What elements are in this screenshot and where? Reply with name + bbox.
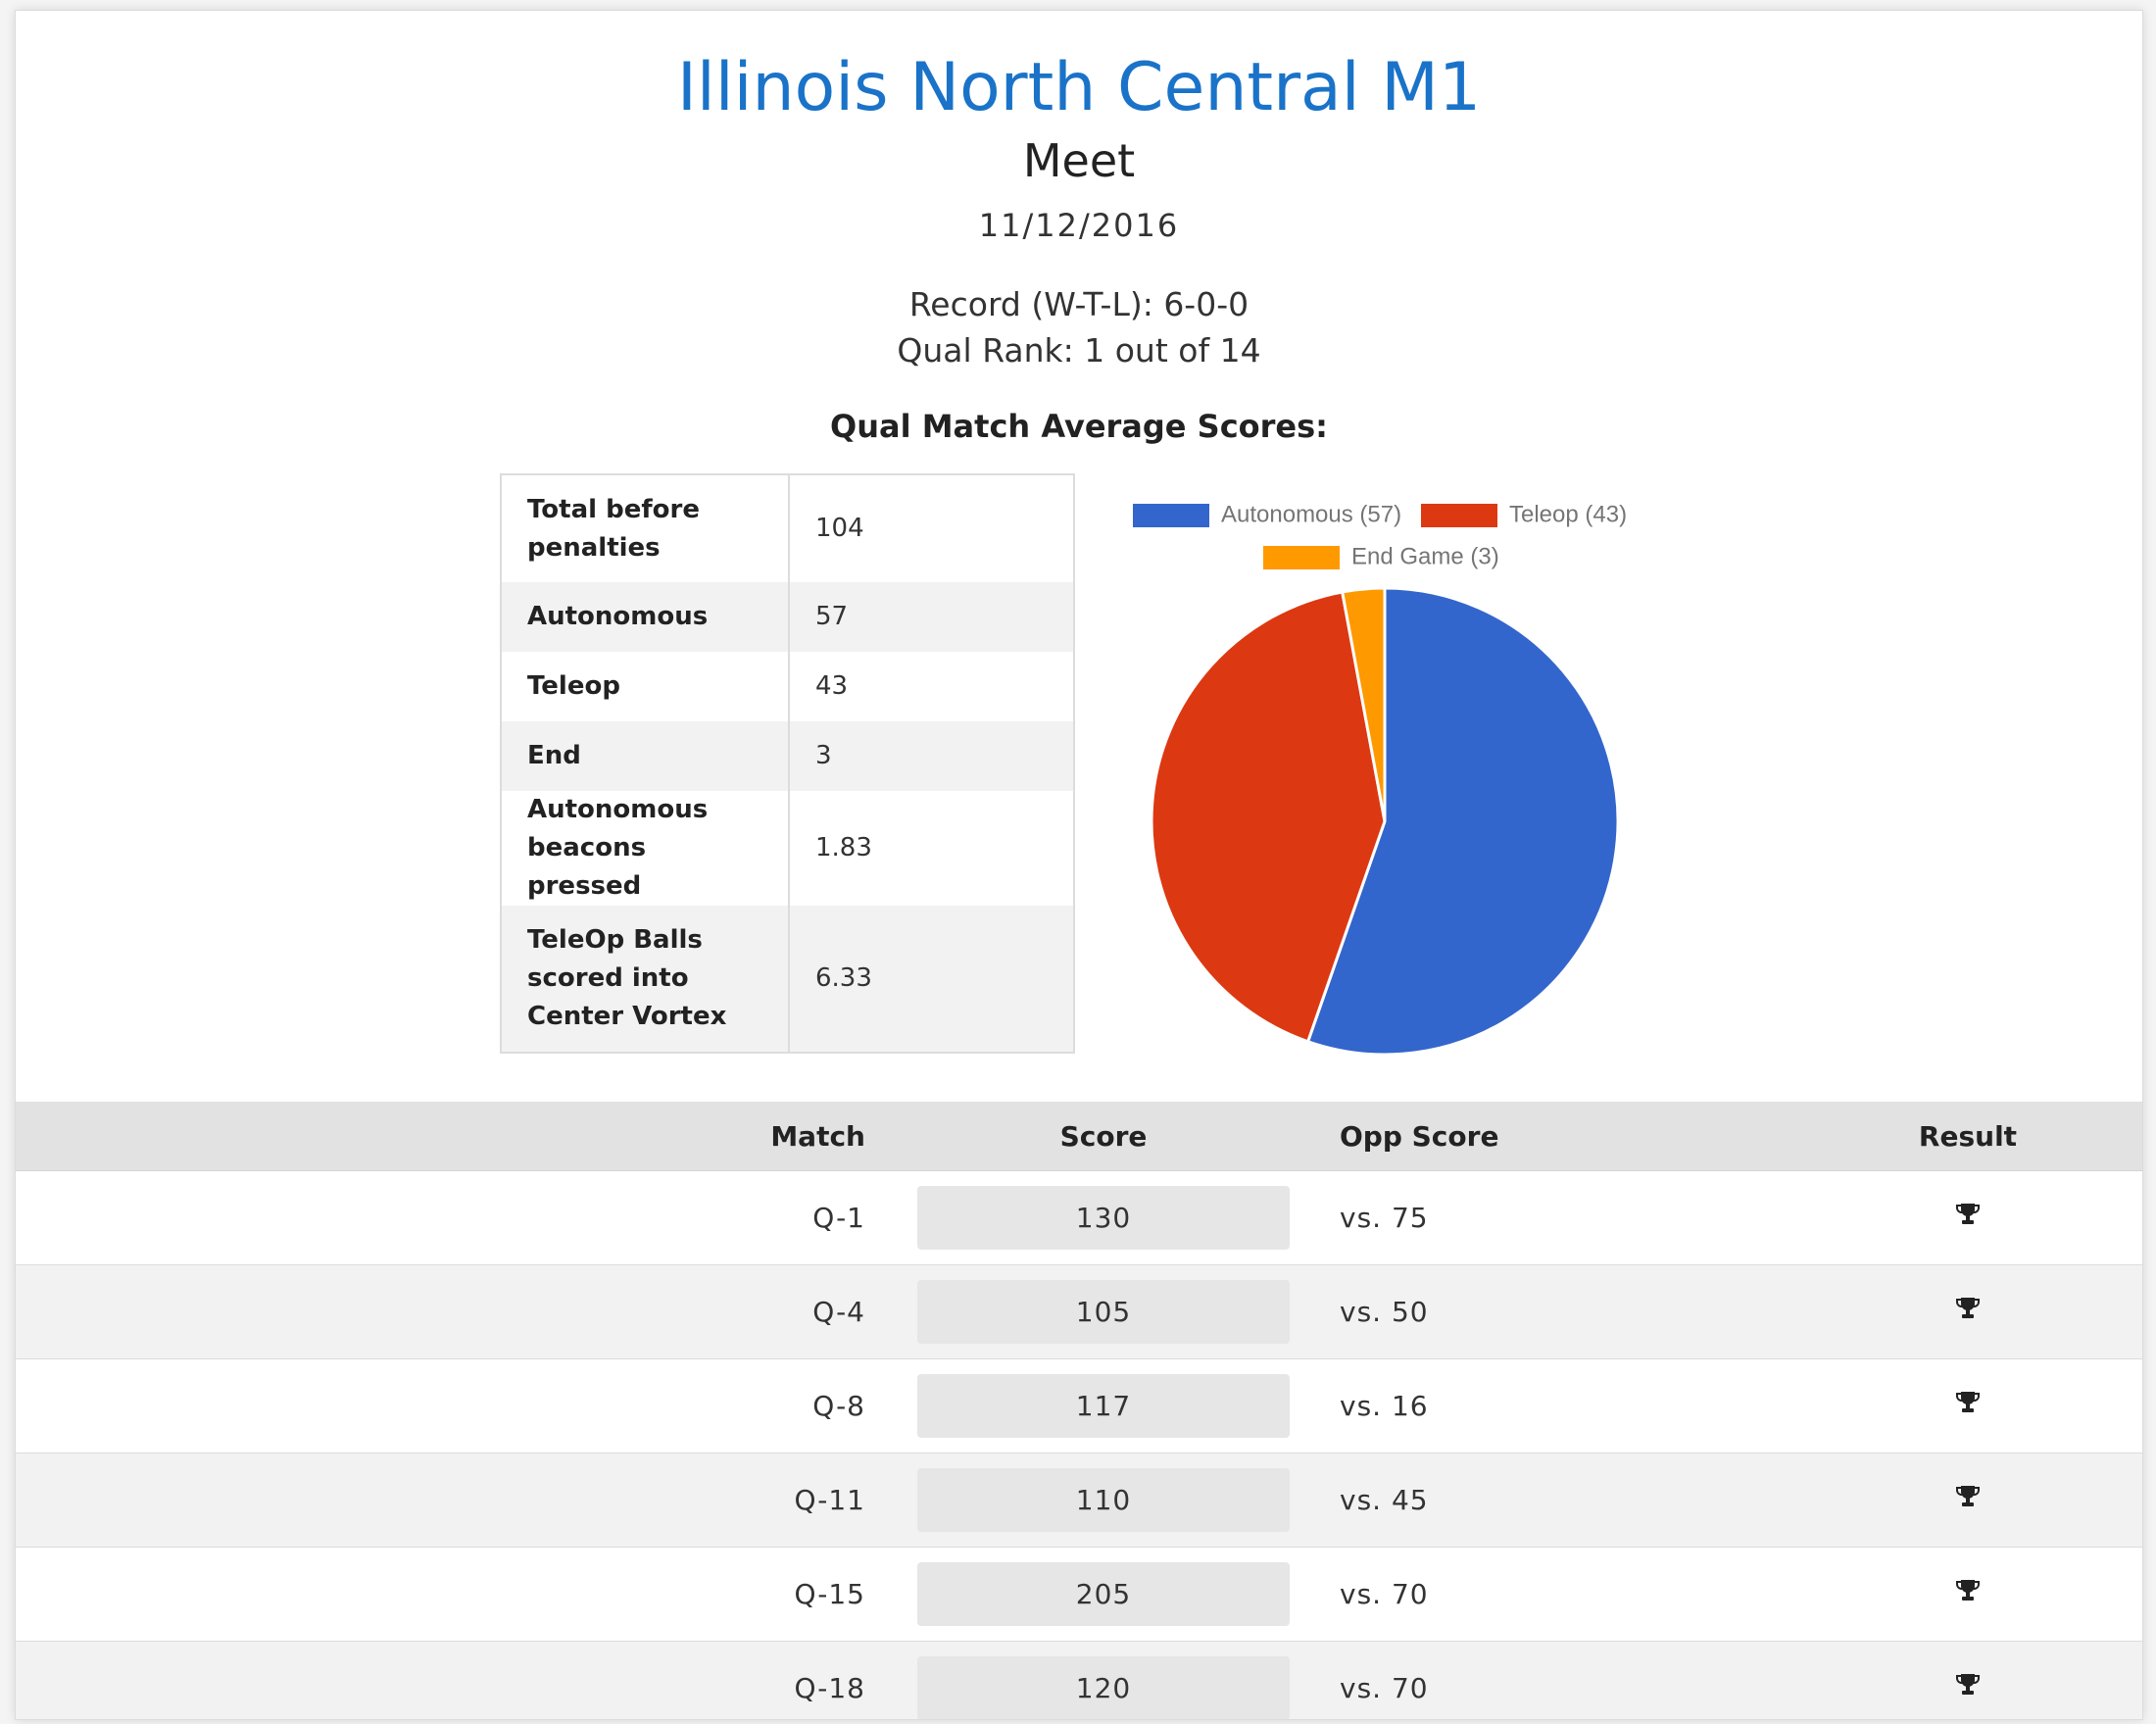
match-score-cell: 105 bbox=[916, 1264, 1291, 1359]
match-score-cell: 130 bbox=[916, 1170, 1291, 1265]
result-cell bbox=[1791, 1547, 2142, 1642]
stats-row: Autonomous 57 bbox=[500, 582, 1075, 652]
match-score-cell: 117 bbox=[916, 1358, 1291, 1453]
trophy-icon bbox=[1956, 1204, 1980, 1224]
legend-label: End Game (3) bbox=[1351, 543, 1499, 570]
average-scores-table: Total before penalties 104 Autonomous 57… bbox=[500, 473, 1075, 1054]
match-row[interactable]: Q-8 117 vs. 16 bbox=[16, 1358, 2142, 1453]
legend-label: Autonomous (57) bbox=[1221, 501, 1402, 528]
stats-label: Total before penalties bbox=[500, 473, 790, 582]
match-id: Q-11 bbox=[16, 1453, 916, 1548]
opp-score: vs. 50 bbox=[1291, 1264, 1791, 1359]
match-row[interactable]: Q-1 130 vs. 75 bbox=[16, 1170, 2142, 1265]
opp-score: vs. 70 bbox=[1291, 1547, 1791, 1642]
stats-value: 6.33 bbox=[788, 906, 1075, 1054]
opp-score: vs. 16 bbox=[1291, 1358, 1791, 1453]
stats-row: Autonomous beacons pressed 1.83 bbox=[500, 791, 1075, 906]
match-score: 120 bbox=[917, 1656, 1290, 1719]
stats-label: TeleOp Balls scored into Center Vortex bbox=[500, 906, 790, 1054]
stats-row: TeleOp Balls scored into Center Vortex 6… bbox=[500, 906, 1075, 1054]
match-id: Q-8 bbox=[16, 1358, 916, 1453]
stats-row: Teleop 43 bbox=[500, 652, 1075, 721]
average-scores-pie-chart[interactable] bbox=[1148, 584, 1622, 1059]
match-row[interactable]: Q-18 120 vs. 70 bbox=[16, 1641, 2142, 1719]
match-score: 130 bbox=[917, 1186, 1290, 1250]
legend-swatch bbox=[1263, 545, 1340, 569]
legend-item-autonomous[interactable]: Autonomous (57) bbox=[1133, 501, 1401, 529]
column-header-match[interactable]: Match bbox=[16, 1102, 916, 1171]
result-cell bbox=[1791, 1641, 2142, 1719]
legend-label: Teleop (43) bbox=[1509, 501, 1628, 528]
column-header-result[interactable]: Result bbox=[1791, 1102, 2142, 1171]
legend-item-teleop[interactable]: Teleop (43) bbox=[1421, 501, 1627, 529]
trophy-icon bbox=[1956, 1674, 1980, 1695]
legend-swatch bbox=[1133, 503, 1209, 527]
page-title[interactable]: Illinois North Central M1 bbox=[676, 49, 1482, 126]
matches-header-row: Match Score Opp Score Result bbox=[16, 1102, 2142, 1171]
match-row[interactable]: Q-11 110 vs. 45 bbox=[16, 1453, 2142, 1548]
section-title: Qual Match Average Scores: bbox=[830, 408, 1328, 445]
meet-date: 11/12/2016 bbox=[978, 207, 1180, 244]
opp-score: vs. 75 bbox=[1291, 1170, 1791, 1265]
trophy-icon bbox=[1956, 1580, 1980, 1601]
stats-value: 104 bbox=[788, 473, 1075, 582]
match-score-cell: 120 bbox=[916, 1641, 1291, 1719]
trophy-icon bbox=[1956, 1486, 1980, 1506]
column-header-opp-score[interactable]: Opp Score bbox=[1291, 1102, 1791, 1171]
match-score-cell: 110 bbox=[916, 1453, 1291, 1548]
result-cell bbox=[1791, 1358, 2142, 1453]
stats-value: 43 bbox=[788, 652, 1075, 721]
result-cell bbox=[1791, 1264, 2142, 1359]
stats-row: Total before penalties 104 bbox=[500, 473, 1075, 582]
legend-swatch bbox=[1421, 503, 1497, 527]
match-id: Q-15 bbox=[16, 1547, 916, 1642]
meet-card: Illinois North Central M1 Meet 11/12/201… bbox=[15, 10, 2143, 1720]
match-row[interactable]: Q-15 205 vs. 70 bbox=[16, 1547, 2142, 1642]
match-score-cell: 205 bbox=[916, 1547, 1291, 1642]
record-text: Record (W-T-L): 6-0-0 bbox=[908, 285, 1250, 323]
matches-body: Q-1 130 vs. 75 Q-4 105 vs. 50 Q-8 117 vs. 16 Q-11… bbox=[16, 1170, 2142, 1719]
pie-slice-1[interactable] bbox=[1150, 590, 1387, 1044]
match-score: 205 bbox=[917, 1562, 1290, 1626]
opp-score: vs. 70 bbox=[1291, 1641, 1791, 1719]
match-score: 105 bbox=[917, 1280, 1290, 1344]
stats-row: End 3 bbox=[500, 721, 1075, 791]
pie-slice-2[interactable] bbox=[1340, 586, 1387, 822]
match-id: Q-4 bbox=[16, 1264, 916, 1359]
stats-label: Autonomous bbox=[500, 582, 790, 652]
column-header-score[interactable]: Score bbox=[916, 1102, 1291, 1171]
stats-label: Autonomous beacons pressed bbox=[500, 791, 790, 906]
legend-item-end-game[interactable]: End Game (3) bbox=[1263, 543, 1499, 571]
stats-value: 1.83 bbox=[788, 791, 1075, 906]
match-score: 110 bbox=[917, 1468, 1290, 1532]
result-cell bbox=[1791, 1453, 2142, 1548]
page-subtitle: Meet bbox=[1022, 134, 1136, 187]
trophy-icon bbox=[1956, 1392, 1980, 1412]
result-cell bbox=[1791, 1170, 2142, 1265]
opp-score: vs. 45 bbox=[1291, 1453, 1791, 1548]
match-id: Q-18 bbox=[16, 1641, 916, 1719]
stats-value: 57 bbox=[788, 582, 1075, 652]
match-score: 117 bbox=[917, 1374, 1290, 1438]
stats-label: Teleop bbox=[500, 652, 790, 721]
stats-value: 3 bbox=[788, 721, 1075, 791]
stats-label: End bbox=[500, 721, 790, 791]
match-id: Q-1 bbox=[16, 1170, 916, 1265]
rank-text: Qual Rank: 1 out of 14 bbox=[897, 331, 1261, 369]
trophy-icon bbox=[1956, 1298, 1980, 1318]
matches-table: Match Score Opp Score Result Q-1 130 vs. 7… bbox=[16, 1102, 2142, 1719]
match-row[interactable]: Q-4 105 vs. 50 bbox=[16, 1264, 2142, 1359]
